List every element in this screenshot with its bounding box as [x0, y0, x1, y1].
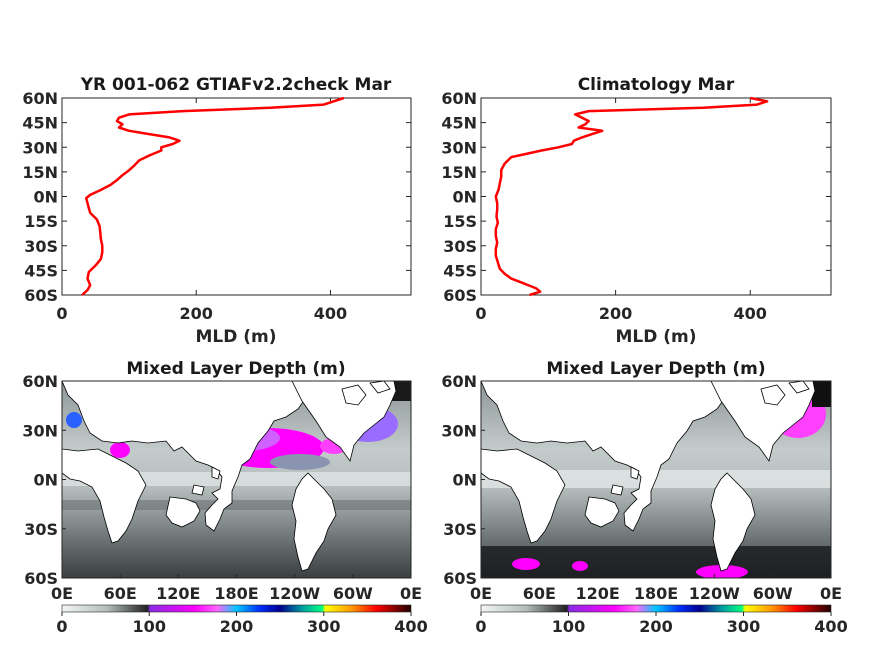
x-axis-label-right: MLD (m) — [615, 327, 696, 347]
y-tick-label: 15N — [22, 163, 58, 182]
colorbar-tick-label: 100 — [133, 617, 166, 636]
mld-line-left — [81, 96, 345, 296]
plot-frame-right — [480, 97, 832, 296]
x-axis-label-left: MLD (m) — [195, 327, 276, 347]
x-tick-label: 200 — [180, 304, 213, 323]
plot-frame-left — [61, 97, 412, 296]
y-tick-label: 45S — [24, 261, 58, 280]
mld-map-right — [481, 381, 831, 578]
y-tick-label: 0N — [33, 188, 58, 207]
x-tick-label: 0 — [56, 304, 67, 323]
y-tick-label: 15N — [441, 163, 477, 182]
mld-series-line — [494, 96, 769, 297]
x-tick-label: 0 — [475, 304, 486, 323]
map-x-tick-label: 120W — [269, 584, 320, 603]
y-ticks-left: 60N 45N 30N 15N 0N 15S 30S 45S 60S — [22, 89, 411, 305]
panel-title-left: YR 001-062 GTIAFv2.2check Mar — [80, 75, 392, 95]
map-x-tick-label: 60E — [104, 584, 137, 603]
y-tick-label: 45N — [441, 114, 477, 133]
colorbar-right — [480, 604, 832, 613]
colorbar-tick-label: 0 — [475, 617, 486, 636]
y-tick-label: 60S — [443, 286, 477, 305]
profile-panel-right: Climatology Mar 60N45N30N15N0N15S30S45S6… — [441, 75, 832, 347]
map-x-tick-label: 120W — [689, 584, 740, 603]
colorbar-left — [61, 604, 412, 613]
x-ticks-left: 0 200 400 — [56, 98, 347, 323]
map-x-tick-label: 120E — [156, 584, 200, 603]
mld-map-left — [62, 381, 411, 578]
y-ticks-right: 60N 45N 30N 15N 0N 15S 30S 45S 60S — [441, 89, 831, 305]
map-y-ticks-right: 60N 30N 0N 30S 60S — [441, 372, 485, 588]
y-tick-label: 45N — [22, 114, 58, 133]
colorbar-ticks-left: 0 100 200 300 400 — [56, 612, 428, 636]
y-tick-label: 60N — [22, 89, 58, 108]
colorbar-tick-label: 300 — [727, 617, 760, 636]
mld-line-right — [494, 96, 769, 297]
x-tick-label: 200 — [599, 304, 632, 323]
x-tick-label: 400 — [314, 304, 347, 323]
colorbar-ticks-right: 0 100 200 300 400 — [475, 612, 848, 636]
map-x-tick-label: 60W — [333, 584, 373, 603]
map-x-tick-label: 0E — [820, 584, 842, 603]
colorbar-tick-label: 300 — [307, 617, 340, 636]
x-tick-label: 400 — [734, 304, 767, 323]
map-x-tick-label: 180E — [214, 584, 258, 603]
map-title-right: Mixed Layer Depth (m) — [546, 359, 765, 379]
x-ticks-right: 0 200 400 — [475, 98, 767, 323]
map-x-ticks-right: 0E 60E 120E 180E 120W 60W 0E — [470, 574, 842, 603]
colorbar-tick-label: 400 — [394, 617, 427, 636]
map-x-tick-label: 0E — [470, 584, 492, 603]
y-tick-label: 15S — [443, 212, 477, 231]
y-tick-label: 45S — [443, 261, 477, 280]
map-y-tick-label: 60N — [441, 372, 477, 391]
map-x-tick-label: 60W — [753, 584, 793, 603]
y-tick-label: 60S — [24, 286, 58, 305]
map-y-tick-label: 0N — [452, 471, 477, 490]
profile-panel-left: YR 001-062 GTIAFv2.2check Mar 60N 45N 30N 1… — [22, 75, 412, 347]
colorbar-tick-label: 400 — [814, 617, 847, 636]
map-y-tick-label: 60N — [22, 372, 58, 391]
map-x-tick-label: 60E — [523, 584, 556, 603]
colorbar-tick-label: 0 — [56, 617, 67, 636]
map-y-tick-label: 30S — [24, 520, 58, 539]
map-y-tick-label: 0N — [33, 471, 58, 490]
map-y-tick-label: 30S — [443, 520, 477, 539]
map-x-ticks-left: 0E 60E 120E 180E 120W 60W 0E — [51, 574, 422, 603]
colorbar-tick-label: 200 — [639, 617, 672, 636]
map-x-tick-label: 0E — [400, 584, 422, 603]
y-tick-label: 60N — [441, 89, 477, 108]
map-y-tick-label: 60S — [443, 569, 477, 588]
colorbar-tick-label: 100 — [552, 617, 585, 636]
map-x-tick-label: 180E — [634, 584, 678, 603]
map-y-tick-label: 30N — [22, 421, 58, 440]
y-tick-label: 30N — [441, 138, 477, 157]
y-tick-label: 15S — [24, 212, 58, 231]
y-tick-label: 30N — [22, 138, 58, 157]
map-y-tick-label: 60S — [24, 569, 58, 588]
map-title-left: Mixed Layer Depth (m) — [126, 359, 345, 379]
y-tick-label: 30S — [443, 237, 477, 256]
map-y-tick-label: 30N — [441, 421, 477, 440]
y-tick-label: 0N — [452, 188, 477, 207]
y-tick-label: 30S — [24, 237, 58, 256]
map-y-ticks-left: 60N 30N 0N 30S 60S — [22, 372, 66, 588]
mld-series-line — [81, 96, 345, 296]
colorbar-tick-label: 200 — [220, 617, 253, 636]
map-x-tick-label: 120E — [576, 584, 620, 603]
panel-title-right: Climatology Mar — [578, 75, 735, 95]
map-x-tick-label: 0E — [51, 584, 73, 603]
